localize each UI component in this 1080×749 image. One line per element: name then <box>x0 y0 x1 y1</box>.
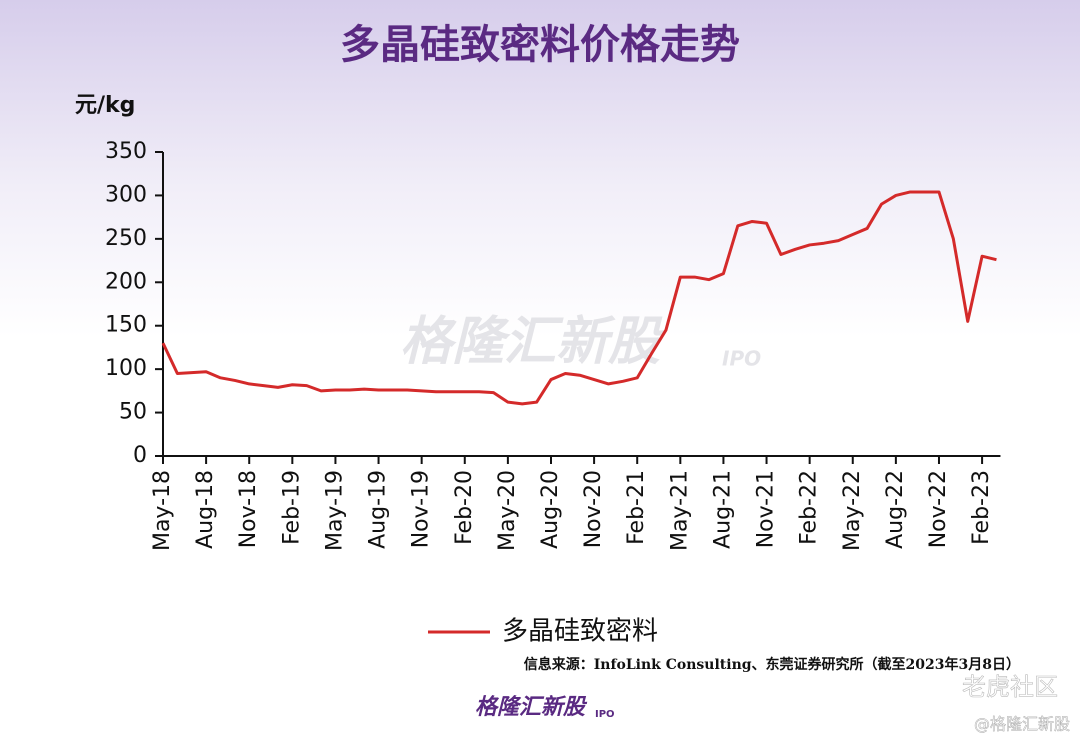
x-tick-label: May-21 <box>667 470 692 551</box>
legend-label: 多晶硅致密料 <box>502 617 658 647</box>
brand: 格隆汇新股 <box>475 694 588 720</box>
x-tick-label: Nov-19 <box>409 470 434 548</box>
y-tick-label: 50 <box>119 400 147 425</box>
x-tick-label: Feb-21 <box>624 470 649 545</box>
x-tick-label: Nov-21 <box>754 470 779 548</box>
x-tick-label: Feb-20 <box>452 470 477 545</box>
y-tick-label: 350 <box>105 139 147 164</box>
credit: @格隆汇新股 <box>974 715 1070 734</box>
y-tick-label: 200 <box>105 269 147 294</box>
y-tick-label: 150 <box>105 313 147 338</box>
y-tick-label: 250 <box>105 226 147 251</box>
community-watermark: 老虎社区 <box>962 673 1058 701</box>
x-tick-label: Feb-23 <box>969 470 994 545</box>
chart-title: 多晶硅致密料价格走势 <box>340 21 740 68</box>
x-tick-label: Nov-20 <box>581 470 606 548</box>
x-tick-label: May-19 <box>322 470 347 551</box>
y-tick-label: 300 <box>105 182 147 207</box>
x-tick-label: May-18 <box>150 470 175 551</box>
y-tick-label: 0 <box>133 443 147 468</box>
x-tick-label: Nov-22 <box>926 470 951 548</box>
x-tick-label: Aug-20 <box>538 470 563 549</box>
y-tick-label: 100 <box>105 356 147 381</box>
x-tick-label: Feb-22 <box>797 470 822 545</box>
x-tick-label: Aug-22 <box>883 470 908 549</box>
x-tick-label: Aug-21 <box>710 470 735 549</box>
watermark-sub: IPO <box>722 347 761 371</box>
series-line <box>161 190 997 406</box>
x-tick-label: Nov-18 <box>236 470 261 548</box>
x-tick-label: May-20 <box>495 470 520 551</box>
watermark: 格隆汇新股 <box>400 312 666 372</box>
x-tick-label: May-22 <box>840 470 865 551</box>
source-note: 信息来源：InfoLink Consulting、东莞证券研究所（截至2023年… <box>524 656 1020 673</box>
y-axis-label: 元/kg <box>75 93 135 118</box>
x-tick-label: Aug-19 <box>366 470 391 549</box>
community-icon <box>910 673 940 703</box>
brand-sub: IPO <box>595 709 615 720</box>
x-tick-label: Feb-19 <box>279 470 304 545</box>
x-tick-label: Aug-18 <box>193 470 218 549</box>
